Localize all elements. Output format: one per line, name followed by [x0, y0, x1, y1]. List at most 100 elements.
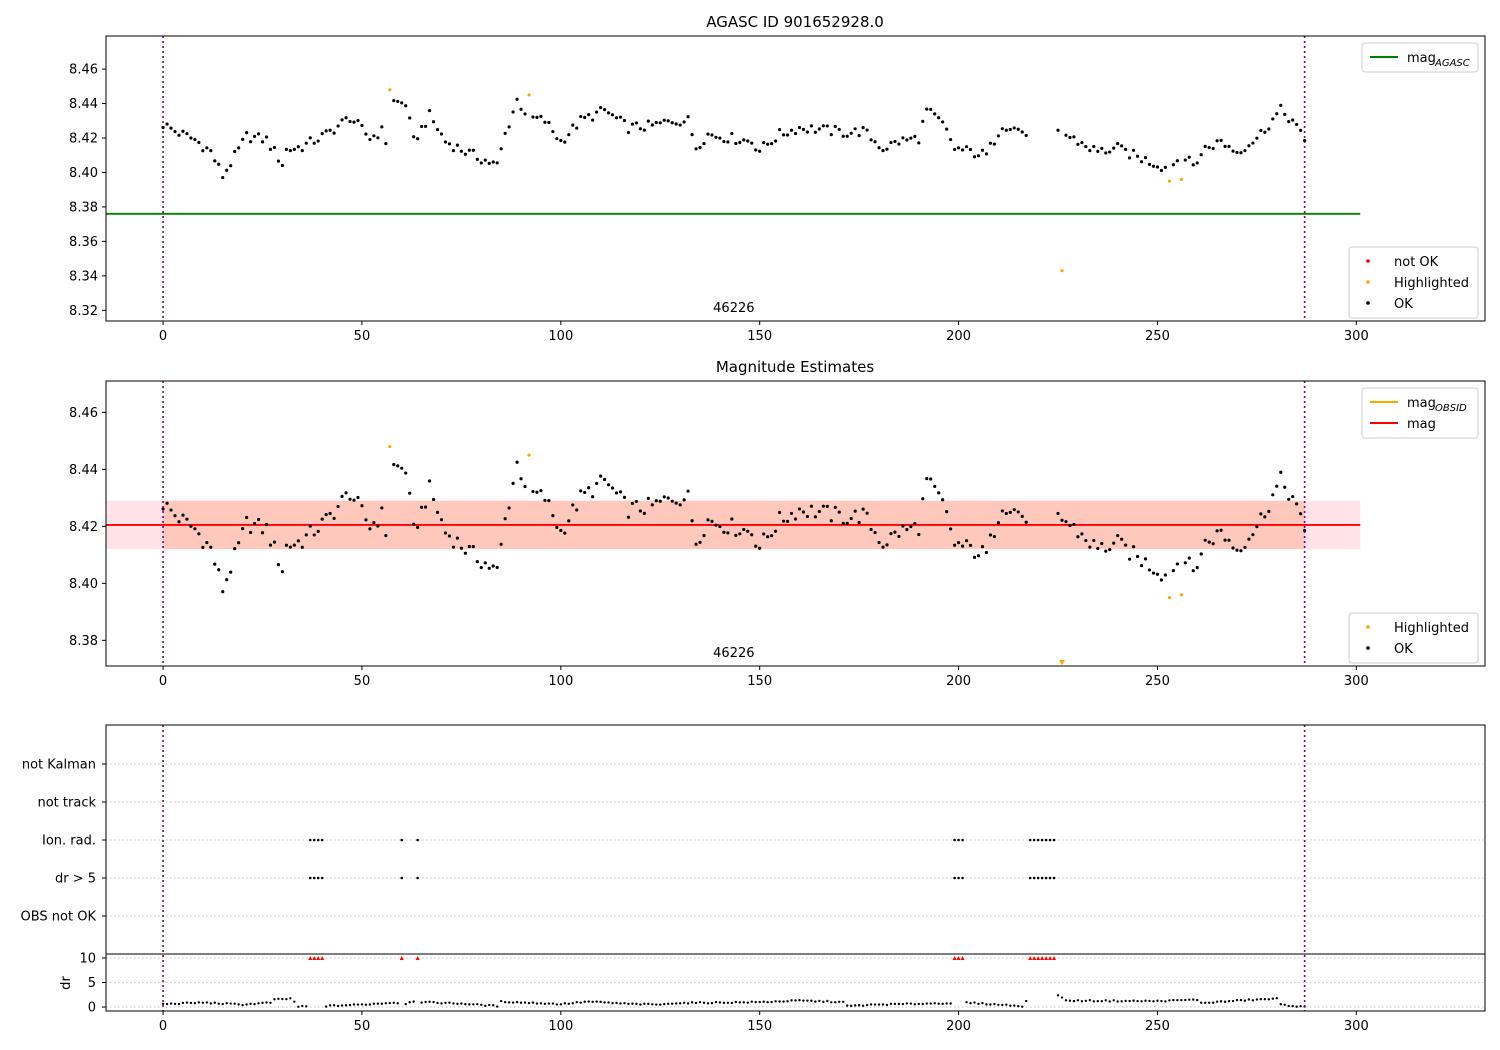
ok-point	[1024, 133, 1028, 138]
ok-point	[1279, 103, 1283, 107]
ok-point	[945, 127, 949, 131]
ok-point	[467, 148, 471, 152]
ok-point	[606, 483, 611, 487]
ok-point	[567, 519, 571, 523]
dr-point	[507, 1001, 511, 1004]
dr-point	[225, 1002, 228, 1005]
ok-point	[201, 545, 205, 549]
ok-point	[813, 130, 817, 134]
ok-point	[344, 116, 348, 120]
ok-point	[237, 541, 241, 545]
ok-point	[479, 566, 483, 570]
ok-point	[1004, 128, 1008, 132]
dr-point	[559, 1003, 563, 1006]
dr-point	[293, 1000, 296, 1003]
ok-point	[996, 521, 1000, 525]
ok-point	[443, 140, 448, 144]
ok-point	[1092, 538, 1096, 543]
ok-point	[1116, 533, 1120, 538]
dr-clipped-marker	[1044, 955, 1049, 960]
dr-point	[1215, 1000, 1219, 1003]
dr-clipped-marker	[308, 955, 313, 960]
ok-point	[523, 484, 527, 489]
ok-point	[646, 119, 650, 123]
ok-point	[853, 509, 857, 513]
ok-point	[734, 141, 738, 146]
flag-point	[957, 876, 960, 880]
ok-point	[332, 516, 336, 520]
ok-point	[698, 540, 702, 544]
dr-point	[396, 1002, 399, 1005]
ok-point	[845, 521, 849, 525]
dr-point	[782, 1000, 785, 1003]
dr-point	[798, 999, 801, 1002]
legend-label: mag	[1407, 51, 1436, 66]
ok-point	[861, 125, 865, 130]
dr-point	[1184, 998, 1187, 1002]
dr-point	[595, 1000, 598, 1003]
ok-point	[873, 140, 877, 144]
flag-point	[312, 838, 316, 842]
dr-point	[842, 1000, 845, 1003]
ok-point	[1100, 541, 1104, 546]
dr-clipped-marker	[316, 955, 321, 960]
ok-point	[913, 134, 917, 138]
dr-point	[547, 1002, 551, 1005]
ok-point	[491, 160, 495, 164]
ok-point	[694, 542, 698, 546]
ok-point	[1147, 568, 1152, 572]
ok-point	[1112, 146, 1116, 150]
dr-point	[822, 1000, 825, 1004]
legend-box	[1361, 42, 1479, 73]
ok-point	[284, 147, 288, 152]
flag-point	[308, 838, 312, 842]
ok-point	[984, 550, 989, 555]
ok-point	[575, 508, 579, 512]
dr-point	[1132, 999, 1135, 1002]
dr-point	[1211, 1001, 1215, 1004]
x-tick-label: 200	[946, 1019, 971, 1034]
ok-point	[344, 491, 348, 495]
ok-point	[666, 119, 670, 123]
x-tick-label: 100	[548, 1019, 573, 1034]
ok-point	[515, 460, 519, 464]
y-tick-label: 8.44	[69, 97, 98, 112]
ok-point	[1171, 569, 1175, 573]
ok-point	[241, 527, 245, 531]
ok-point	[1155, 165, 1160, 169]
ok-point	[392, 99, 396, 103]
legend-label: Highlighted	[1394, 621, 1469, 636]
dr-point	[460, 1002, 463, 1005]
dr-point	[1259, 997, 1263, 1001]
ok-point	[1243, 149, 1247, 153]
ok-point	[1120, 144, 1124, 148]
ok-point	[300, 149, 304, 153]
ok-point	[308, 524, 312, 528]
ok-point	[348, 119, 352, 124]
ok-point	[857, 520, 861, 525]
dr-point	[1060, 996, 1064, 999]
ok-point	[821, 124, 825, 128]
dr-point	[305, 1005, 308, 1008]
dr-point	[1223, 1000, 1227, 1003]
dr-point	[1231, 999, 1235, 1003]
dr-tick-label: 0	[88, 1001, 96, 1016]
dr-point	[929, 1002, 932, 1005]
ok-point	[213, 562, 217, 566]
ok-point	[435, 127, 440, 132]
ok-point	[495, 565, 499, 570]
ok-point	[789, 511, 794, 516]
dr-point	[488, 1003, 491, 1007]
dr-point	[213, 1001, 216, 1004]
ok-point	[423, 124, 428, 128]
ok-point	[1143, 557, 1148, 561]
flag-point	[1044, 876, 1048, 880]
dr-point	[1263, 998, 1267, 1001]
ok-point	[638, 127, 642, 131]
ok-point	[889, 140, 893, 145]
ok-point	[181, 129, 185, 133]
dr-point	[217, 1002, 220, 1005]
ok-point	[1064, 133, 1068, 137]
ok-point	[511, 110, 515, 114]
dr-point	[905, 1002, 909, 1005]
